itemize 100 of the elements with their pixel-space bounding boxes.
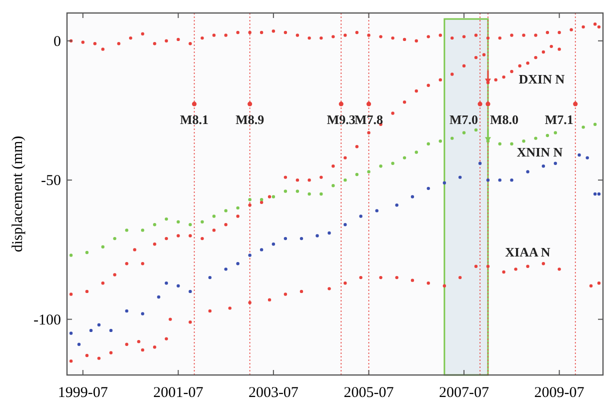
point <box>344 34 347 37</box>
point <box>450 72 454 76</box>
point <box>395 204 398 207</box>
point <box>450 36 454 40</box>
point <box>272 242 276 246</box>
series-label: XIAA N <box>505 244 551 260</box>
point <box>542 50 545 54</box>
point <box>442 284 446 288</box>
point <box>438 34 442 37</box>
point <box>379 164 382 168</box>
point <box>355 30 359 34</box>
point <box>395 276 398 280</box>
point <box>85 354 89 358</box>
point <box>81 40 85 44</box>
point <box>113 273 116 276</box>
point <box>188 223 192 226</box>
point <box>498 36 502 40</box>
point <box>589 284 593 288</box>
point <box>109 328 113 332</box>
ref-line-label: M8.9 <box>236 112 265 127</box>
point <box>486 36 490 40</box>
point <box>593 22 597 26</box>
point <box>482 53 486 56</box>
point <box>176 220 180 224</box>
point <box>153 346 156 349</box>
point <box>153 223 156 226</box>
x-tick-label: 2007-07 <box>438 385 490 401</box>
point <box>498 142 502 146</box>
point <box>89 328 93 332</box>
point <box>554 162 557 165</box>
point <box>344 178 347 182</box>
point <box>379 276 382 280</box>
point <box>426 142 430 146</box>
point <box>260 198 264 202</box>
point <box>458 276 462 280</box>
point <box>586 156 589 160</box>
point <box>474 128 478 132</box>
point <box>474 56 478 60</box>
ref-line-label: M7.1 <box>544 112 574 127</box>
point <box>379 35 382 38</box>
point <box>133 248 136 252</box>
point <box>426 186 430 190</box>
point <box>332 35 335 38</box>
y-tick-label: 0 <box>54 34 61 50</box>
point <box>93 42 97 46</box>
point <box>514 268 518 271</box>
point <box>248 301 252 304</box>
point <box>284 292 288 296</box>
point <box>268 298 272 302</box>
point <box>498 178 502 182</box>
point <box>328 231 331 235</box>
point <box>248 254 252 257</box>
point <box>546 134 550 138</box>
point <box>224 209 228 212</box>
point <box>316 234 319 238</box>
point <box>272 195 276 198</box>
point <box>597 25 601 29</box>
point <box>308 36 311 40</box>
ref-line-label: M8.0 <box>490 112 519 127</box>
point <box>164 337 168 340</box>
point <box>593 122 597 126</box>
y-axis-title: displacement (mm) <box>10 136 26 252</box>
point <box>308 192 311 196</box>
point <box>212 228 216 232</box>
point <box>141 228 144 232</box>
point <box>208 309 212 313</box>
point <box>141 32 144 36</box>
point <box>188 42 192 46</box>
point <box>137 340 140 344</box>
point <box>359 214 362 218</box>
point <box>284 190 288 193</box>
x-tick-label: 2005-07 <box>344 385 394 401</box>
point <box>113 236 116 240</box>
point <box>510 142 514 146</box>
point <box>355 145 359 148</box>
point <box>85 290 89 294</box>
point <box>410 195 414 198</box>
point <box>414 39 418 42</box>
point <box>188 320 192 324</box>
point <box>558 268 561 271</box>
point <box>125 262 128 266</box>
point <box>332 184 335 188</box>
point <box>578 153 581 157</box>
point <box>97 356 101 360</box>
point <box>367 34 370 37</box>
point <box>125 228 128 232</box>
point <box>410 278 414 282</box>
point <box>402 38 406 42</box>
point <box>224 268 228 271</box>
ref-line-label: M7.8 <box>354 112 384 127</box>
point <box>153 42 156 46</box>
point <box>462 64 466 68</box>
point <box>117 42 120 46</box>
point <box>558 30 561 34</box>
point <box>546 30 550 34</box>
point <box>268 195 272 198</box>
point <box>344 282 347 285</box>
point <box>224 223 228 226</box>
point <box>554 131 557 134</box>
series-label: DXIN N <box>518 72 566 87</box>
